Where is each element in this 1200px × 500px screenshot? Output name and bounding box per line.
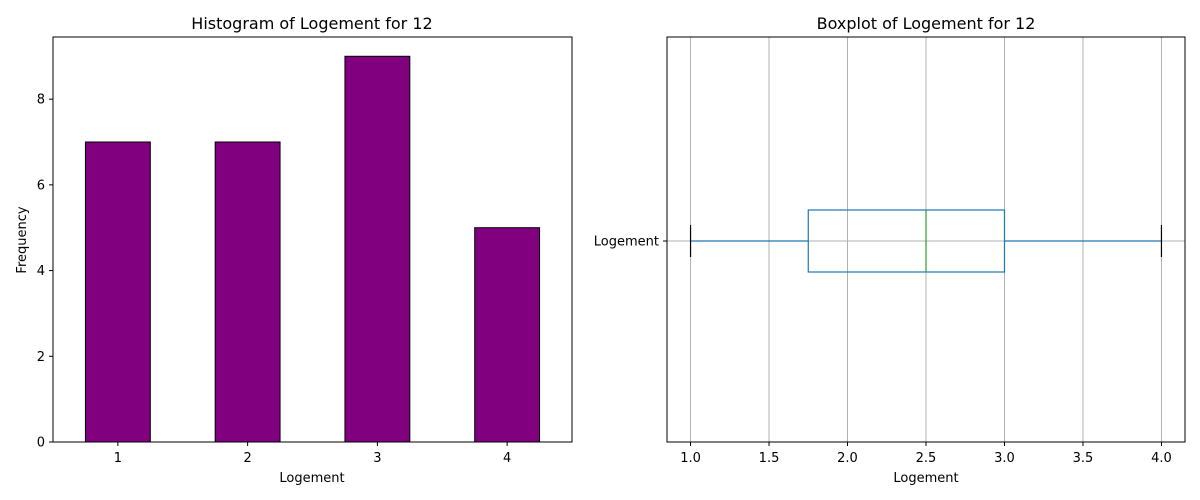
- histogram-x-tick-label: 4: [503, 451, 511, 466]
- histogram-bars: [84, 55, 541, 443]
- boxplot-y-ticks: Logement: [594, 235, 667, 250]
- histogram-bar: [214, 141, 281, 443]
- boxplot-x-tick-label: 3.5: [1073, 451, 1094, 466]
- histogram-bar: [84, 141, 151, 443]
- histogram-title: Histogram of Logement for 12: [191, 14, 432, 33]
- histogram-bar: [474, 227, 541, 443]
- boxplot-box: [807, 209, 1006, 273]
- histogram-y-ticks: 0 2 4 6 8: [37, 93, 53, 451]
- boxplot-x-tick-label: 2.5: [916, 451, 937, 466]
- histogram-y-tick-label: 0: [37, 436, 45, 451]
- boxplot-x-axis-label: Logement: [893, 471, 958, 486]
- histogram-y-tick-label: 4: [37, 264, 45, 279]
- histogram-y-axis-label: Frequency: [15, 206, 30, 273]
- histogram-x-tick-label: 1: [114, 451, 122, 466]
- boxplot-title: Boxplot of Logement for 12: [817, 14, 1036, 33]
- boxplot-x-tick-label: 3.0: [994, 451, 1015, 466]
- boxplot-y-tick-label: Logement: [594, 235, 659, 250]
- histogram-y-tick-label: 2: [37, 350, 45, 365]
- boxplot-x-ticks: 1.0 1.5 2.0 2.5 3.0 3.5 4.0: [680, 442, 1172, 466]
- boxplot-x-tick-label: 2.0: [837, 451, 858, 466]
- histogram-x-tick-label: 3: [373, 451, 381, 466]
- boxplot-x-tick-label: 4.0: [1151, 451, 1172, 466]
- histogram-x-axis-label: Logement: [279, 471, 344, 486]
- histogram-y-tick-label: 6: [37, 178, 45, 193]
- boxplot-elements: [689, 209, 1163, 273]
- boxplot-chart: Boxplot of Logement for 12 1.0 1.5 2.0 2.5 3…: [594, 14, 1186, 486]
- boxplot-x-tick-label: 1.5: [759, 451, 780, 466]
- histogram-y-tick-label: 8: [37, 93, 45, 108]
- histogram-bar: [344, 55, 411, 443]
- histogram-x-ticks: 1 2 3 4: [114, 442, 511, 466]
- boxplot-x-tick-label: 1.0: [680, 451, 701, 466]
- histogram-x-tick-label: 2: [243, 451, 251, 466]
